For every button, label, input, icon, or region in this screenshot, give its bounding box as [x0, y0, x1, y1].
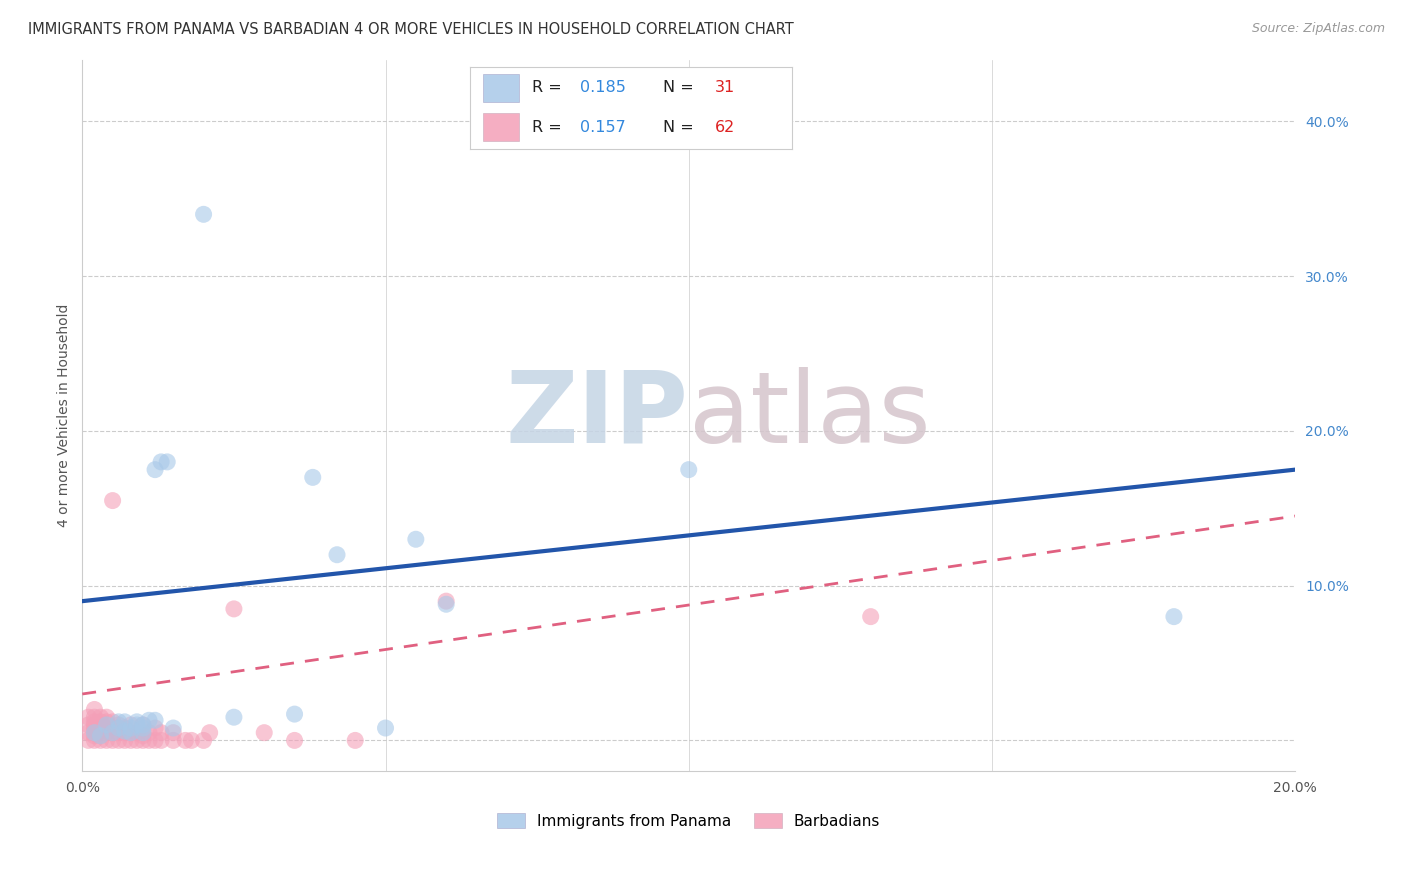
Point	[125, 714, 148, 729]
Point	[1163, 609, 1185, 624]
Text: atlas: atlas	[689, 367, 931, 464]
Point	[138, 733, 160, 747]
Point	[162, 721, 184, 735]
Point	[107, 721, 129, 735]
Point	[101, 493, 124, 508]
Point	[77, 725, 100, 739]
Point	[193, 207, 215, 221]
Point	[107, 733, 129, 747]
Point	[150, 455, 173, 469]
Point	[434, 594, 457, 608]
Point	[143, 714, 166, 728]
Point	[101, 725, 124, 739]
Point	[89, 724, 111, 739]
Point	[83, 725, 105, 739]
Point	[107, 718, 129, 732]
Point	[96, 721, 118, 735]
Point	[156, 455, 179, 469]
Point	[222, 602, 245, 616]
Point	[125, 733, 148, 747]
Point	[132, 733, 155, 747]
Point	[162, 725, 184, 739]
Point	[107, 714, 129, 729]
Point	[253, 725, 276, 739]
Point	[83, 733, 105, 747]
Point	[77, 710, 100, 724]
Point	[180, 733, 202, 747]
Point	[132, 729, 155, 743]
Point	[83, 702, 105, 716]
Point	[301, 470, 323, 484]
Point	[859, 609, 882, 624]
Point	[89, 710, 111, 724]
Text: IMMIGRANTS FROM PANAMA VS BARBADIAN 4 OR MORE VEHICLES IN HOUSEHOLD CORRELATION : IMMIGRANTS FROM PANAMA VS BARBADIAN 4 OR…	[28, 22, 794, 37]
Point	[143, 733, 166, 747]
Point	[114, 714, 136, 729]
Point	[125, 725, 148, 739]
Point	[96, 725, 118, 739]
Point	[283, 733, 305, 747]
Point	[120, 725, 142, 739]
Point	[107, 725, 129, 739]
Point	[143, 462, 166, 476]
Point	[77, 718, 100, 732]
Point	[101, 733, 124, 747]
Text: ZIP: ZIP	[506, 367, 689, 464]
Point	[89, 729, 111, 743]
Point	[114, 725, 136, 739]
Point	[83, 710, 105, 724]
Point	[96, 718, 118, 732]
Point	[96, 710, 118, 724]
Point	[107, 721, 129, 735]
Point	[326, 548, 349, 562]
Point	[193, 733, 215, 747]
Point	[132, 718, 155, 732]
Point	[374, 721, 396, 735]
Point	[114, 721, 136, 735]
Point	[120, 725, 142, 739]
Y-axis label: 4 or more Vehicles in Household: 4 or more Vehicles in Household	[58, 304, 72, 527]
Point	[89, 718, 111, 732]
Point	[89, 733, 111, 747]
Point	[138, 714, 160, 728]
Point	[138, 725, 160, 739]
Point	[405, 533, 427, 547]
Point	[83, 721, 105, 735]
Point	[83, 714, 105, 729]
Point	[132, 718, 155, 732]
Point	[143, 721, 166, 735]
Point	[101, 721, 124, 735]
Text: Source: ZipAtlas.com: Source: ZipAtlas.com	[1251, 22, 1385, 36]
Point	[101, 725, 124, 739]
Point	[150, 733, 173, 747]
Point	[96, 714, 118, 729]
Point	[174, 733, 197, 747]
Point	[344, 733, 367, 747]
Point	[89, 714, 111, 729]
Point	[77, 733, 100, 747]
Point	[132, 721, 155, 735]
Point	[83, 724, 105, 739]
Point	[222, 710, 245, 724]
Point	[150, 725, 173, 739]
Point	[114, 733, 136, 747]
Point	[96, 733, 118, 747]
Point	[89, 721, 111, 735]
Point	[132, 725, 155, 739]
Point	[120, 721, 142, 735]
Point	[120, 718, 142, 732]
Legend: Immigrants from Panama, Barbadians: Immigrants from Panama, Barbadians	[491, 806, 886, 835]
Point	[125, 718, 148, 732]
Point	[101, 714, 124, 729]
Point	[162, 733, 184, 747]
Point	[434, 597, 457, 611]
Point	[120, 733, 142, 747]
Point	[198, 725, 221, 739]
Point	[83, 718, 105, 732]
Point	[83, 729, 105, 743]
Point	[283, 707, 305, 722]
Point	[89, 729, 111, 743]
Point	[114, 724, 136, 739]
Point	[678, 462, 700, 476]
